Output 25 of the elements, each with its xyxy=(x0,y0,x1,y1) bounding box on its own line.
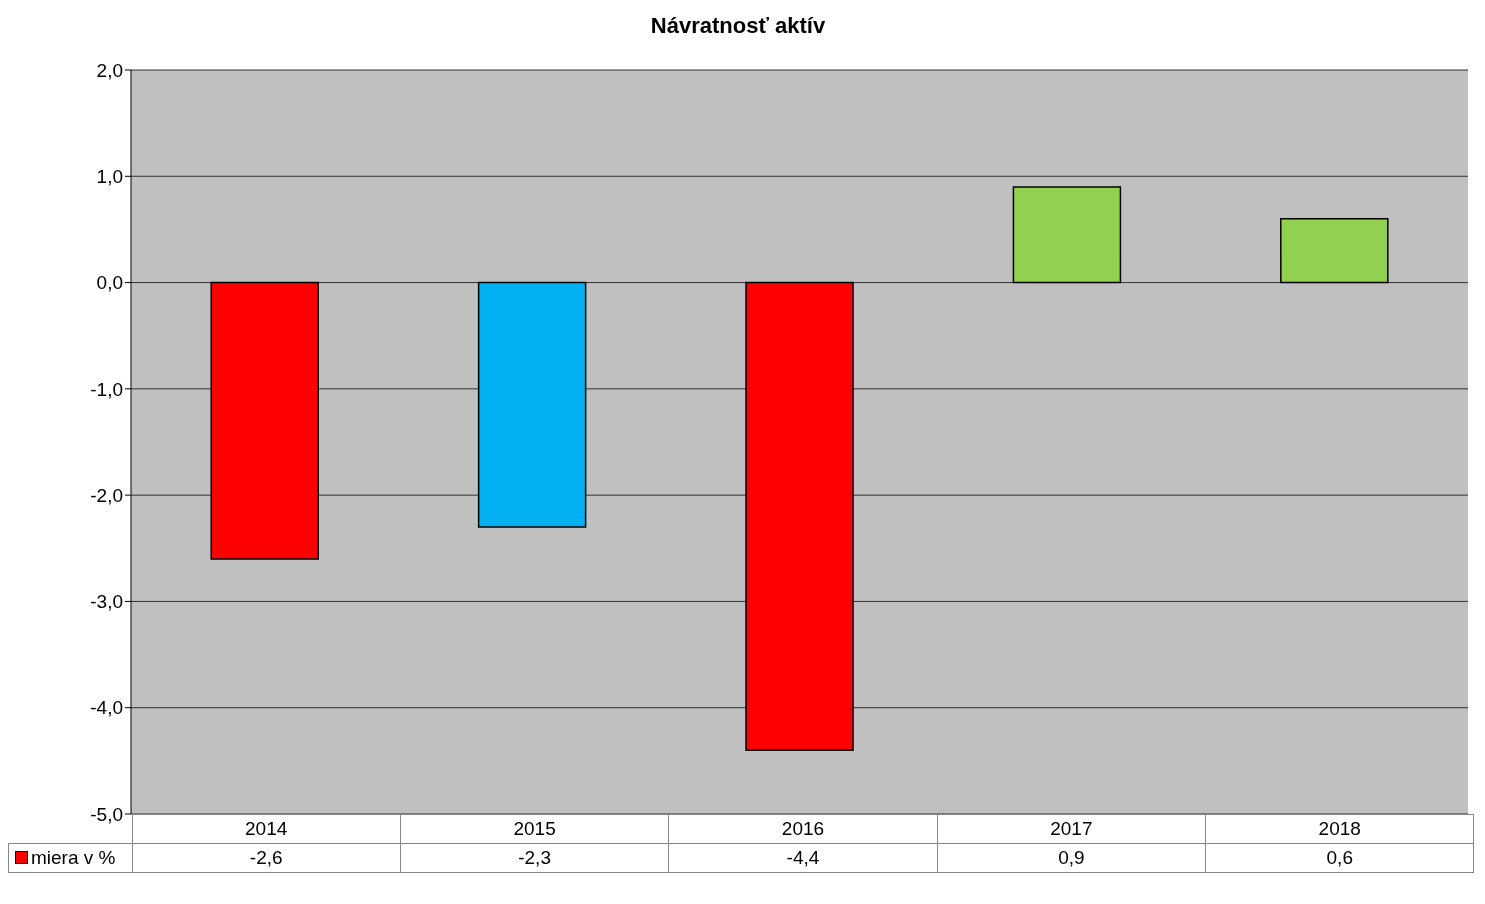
x-tick-label: 2016 xyxy=(668,814,938,844)
y-tick-label: -2,0 xyxy=(90,484,123,506)
x-tick-label: 2018 xyxy=(1205,814,1474,844)
y-tick-label: -3,0 xyxy=(90,591,123,613)
data-label: -2,6 xyxy=(132,843,401,873)
bar xyxy=(745,281,854,751)
bar xyxy=(1012,186,1122,284)
data-label: 0,9 xyxy=(937,843,1206,873)
y-tick-label: 2,0 xyxy=(96,59,123,81)
data-label: -2,3 xyxy=(400,843,669,873)
x-tick-label: 2014 xyxy=(132,814,401,844)
y-tick-label: -1,0 xyxy=(90,378,123,400)
bar xyxy=(477,281,587,528)
bar xyxy=(1280,218,1389,284)
data-label: -4,4 xyxy=(668,843,938,873)
legend-label: miera v % xyxy=(8,843,132,873)
chart-title: Návratnosť aktív xyxy=(649,12,827,40)
data-label: 0,6 xyxy=(1205,843,1474,873)
x-tick-label: 2015 xyxy=(400,814,669,844)
y-tick-label: -5,0 xyxy=(90,803,123,825)
y-tick-label: -4,0 xyxy=(90,697,123,719)
x-tick-label: 2017 xyxy=(937,814,1206,844)
y-tick-label: 0,0 xyxy=(96,272,123,294)
bar xyxy=(210,281,319,560)
y-tick-label: 1,0 xyxy=(96,166,123,188)
